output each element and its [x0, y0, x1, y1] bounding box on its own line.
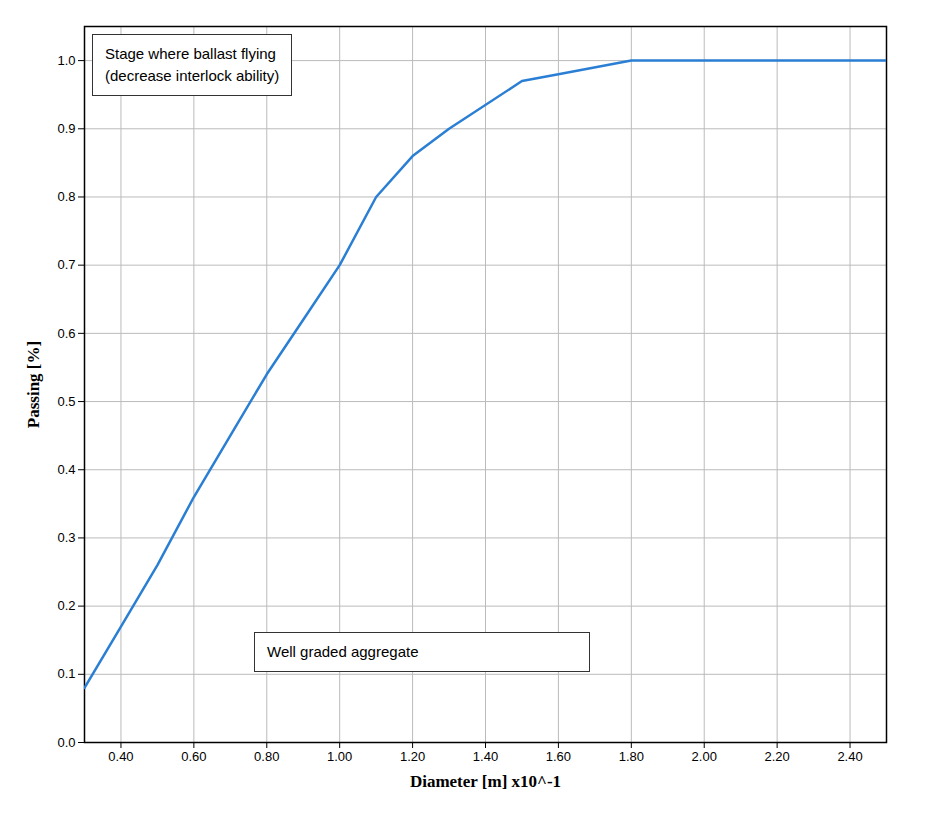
svg-text:0.2: 0.2	[57, 598, 75, 613]
svg-text:1.80: 1.80	[619, 749, 644, 764]
svg-text:1.40: 1.40	[473, 749, 498, 764]
svg-text:1.00: 1.00	[327, 749, 352, 764]
svg-text:1.60: 1.60	[546, 749, 571, 764]
svg-text:2.00: 2.00	[692, 749, 717, 764]
html-text:Well graded aggregate: Well graded aggregate	[267, 643, 419, 660]
svg-text:0.40: 0.40	[108, 749, 133, 764]
svg-text:0.5: 0.5	[57, 394, 75, 409]
svg-text:0.3: 0.3	[57, 530, 75, 545]
svg-text:0.8: 0.8	[57, 189, 75, 204]
svg-text:0.1: 0.1	[57, 666, 75, 681]
svg-text:1.0: 1.0	[57, 53, 75, 68]
svg-text:Diameter [m] x10^-1: Diameter [m] x10^-1	[410, 772, 561, 791]
svg-text:0.0: 0.0	[57, 735, 75, 750]
svg-text:1.20: 1.20	[400, 749, 425, 764]
svg-text:0.9: 0.9	[57, 121, 75, 136]
svg-text:2.20: 2.20	[764, 749, 789, 764]
svg-text:0.6: 0.6	[57, 326, 75, 341]
html-text:Stage where ballast flying (de: Stage where ballast flying (decrease int…	[105, 45, 280, 84]
svg-text:0.80: 0.80	[254, 749, 279, 764]
svg-text:0.4: 0.4	[57, 462, 75, 477]
svg-text:Passing [%]: Passing [%]	[24, 341, 43, 428]
svg-text:0.7: 0.7	[57, 257, 75, 272]
svg-text:2.40: 2.40	[837, 749, 862, 764]
svg-text:0.60: 0.60	[181, 749, 206, 764]
